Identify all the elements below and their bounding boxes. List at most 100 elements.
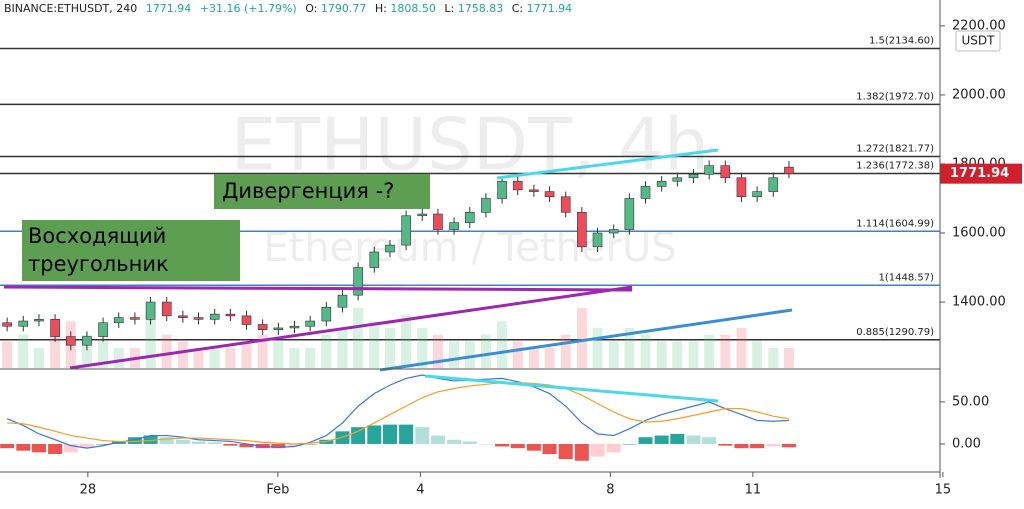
candle-body	[608, 229, 619, 234]
volume-bar	[608, 341, 619, 368]
volume-bar	[50, 328, 61, 368]
macd-histogram-bar	[542, 443, 557, 455]
volume-bar	[783, 348, 794, 368]
candle-body	[369, 251, 380, 268]
macd-histogram-bar	[207, 442, 222, 444]
macd-histogram-bar	[399, 424, 414, 444]
volume-bar	[81, 334, 92, 368]
volume-bar	[209, 348, 220, 368]
macd-histogram-bar	[462, 441, 477, 444]
candle-body	[65, 336, 76, 346]
macd-histogram-bar	[191, 441, 206, 444]
candle-body	[656, 180, 667, 187]
x-tick-label: 11	[745, 483, 762, 498]
candle-body	[305, 320, 315, 327]
volume-bar	[321, 334, 332, 368]
currency-frame	[955, 30, 1001, 52]
ohlc-key: L:	[444, 2, 454, 15]
macd-y-tick-label: 0.00	[952, 436, 981, 451]
candle-body	[353, 267, 363, 296]
candle-body	[720, 165, 731, 179]
candle-body	[544, 191, 555, 198]
volume-bar	[98, 341, 109, 368]
macd-histogram-bar	[526, 443, 541, 451]
macd-y-tick-label: 50.00	[952, 394, 989, 409]
candle-body	[257, 324, 268, 330]
symbol: BINANCE:ETHUSDT, 240	[4, 2, 137, 15]
triangle-flat-line	[3, 285, 633, 292]
x-tick-label: Feb	[266, 483, 289, 498]
ohlc-value: 1790.77	[321, 2, 367, 15]
candle-body	[18, 320, 29, 327]
volume-bar	[369, 321, 380, 368]
volume-bar	[2, 341, 13, 368]
triangle-box: Восходящий треугольник	[22, 220, 240, 281]
macd-histogram-bar	[702, 437, 717, 444]
ohlc-key: C:	[512, 2, 523, 15]
header: BINANCE:ETHUSDT, 240 1771.94 +31.16 (+1.…	[4, 2, 572, 15]
macd-histogram-bar	[478, 443, 493, 445]
annotation-text: треугольник	[28, 252, 169, 276]
volume-bar	[672, 341, 683, 368]
y-tick-label: 2000.00	[952, 87, 1006, 102]
ohlc-value: 1771.94	[527, 2, 573, 15]
volume-bar	[560, 334, 571, 368]
divergence-box: Дивергенция -?	[214, 174, 430, 209]
volume-bar	[528, 348, 539, 368]
macd-histogram-bar	[48, 443, 63, 455]
x-tick-label: 8	[606, 483, 614, 498]
volume-bar	[576, 308, 587, 368]
volume-bar	[464, 341, 475, 368]
volume-bar	[305, 348, 316, 368]
volume-bar	[384, 328, 395, 368]
fib-label: 1.5(2134.60)	[869, 35, 934, 46]
macd-histogram-bar	[223, 443, 238, 446]
candle-body	[113, 317, 124, 324]
volume-bar	[768, 348, 779, 368]
candle-body	[178, 315, 188, 318]
macd-histogram-bar	[430, 435, 445, 444]
macd-histogram-bar	[271, 443, 286, 449]
macd-histogram-bar	[638, 437, 653, 444]
macd-histogram-bar	[127, 437, 142, 444]
volume-bar	[417, 328, 428, 368]
candle-body	[401, 215, 411, 246]
macd-histogram-bar	[447, 439, 462, 444]
candle-body	[640, 186, 651, 199]
currency-box: USDT	[955, 30, 1001, 52]
volume-bar	[18, 334, 29, 368]
macd-histogram-bar	[495, 443, 510, 447]
divergence-macd-line	[424, 374, 719, 403]
annotation-text: Восходящий	[28, 224, 166, 248]
price: 1771.94	[146, 2, 192, 15]
x-tick-label: 4	[416, 483, 424, 498]
macd-histogram-bar	[686, 435, 701, 444]
volume-bar	[432, 334, 443, 368]
macd-histogram-bar	[622, 443, 637, 445]
volume-bar	[113, 348, 124, 368]
candle-body	[704, 165, 714, 175]
macd-histogram-bar	[159, 437, 174, 444]
macd-histogram-bar	[654, 435, 669, 444]
macd-histogram-bar	[558, 443, 573, 460]
volume-bar	[624, 328, 635, 368]
volume-bar	[752, 341, 763, 368]
candle-body	[321, 306, 332, 322]
candle-body	[624, 198, 635, 230]
candle-body	[209, 313, 220, 320]
candle-body	[193, 317, 204, 320]
volume-bar	[720, 334, 731, 368]
candle-body	[512, 180, 523, 191]
candle-body	[225, 313, 236, 317]
fib-label: 0.885(1290.79)	[856, 327, 934, 338]
macd-histogram-bar	[0, 443, 15, 449]
y-tick-label: 1600.00	[952, 226, 1006, 241]
annotation-box	[22, 220, 240, 281]
x-tick-label: 28	[80, 483, 97, 498]
macd-histogram-bar	[287, 443, 302, 447]
candle-body	[736, 177, 747, 198]
volume-bar	[257, 334, 268, 368]
divergence-price-line	[496, 148, 719, 180]
macd-histogram-bar	[382, 424, 397, 444]
